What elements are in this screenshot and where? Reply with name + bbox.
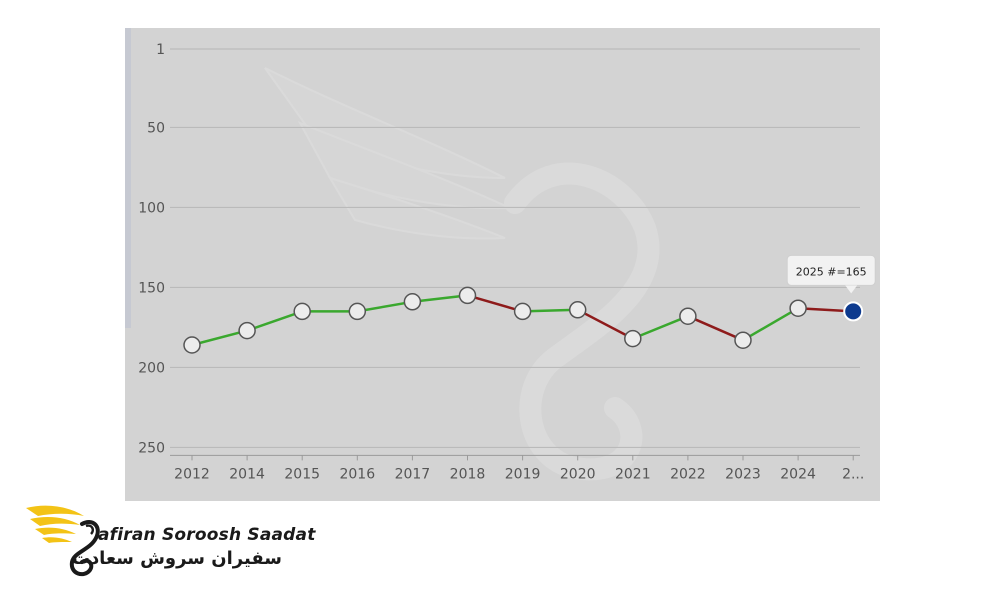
data-point — [293, 302, 311, 321]
highlighted-point — [843, 301, 864, 322]
watermark-logo-icon — [264, 67, 660, 481]
chart-panel: 1 50 100 150 200 250 2012 2014 2015 2016 2017 2018 2… — [125, 28, 880, 501]
series-segment — [466, 294, 524, 313]
x-tick-label: 2012 — [174, 466, 210, 482]
series-segment — [521, 308, 579, 313]
series-segment — [245, 310, 304, 332]
x-tick-label: 2022 — [670, 466, 706, 482]
x-tick-label: 2015 — [284, 466, 320, 482]
brand-name-english: afiran Soroosh Saadat — [98, 525, 316, 545]
x-tick-label: 2... — [842, 466, 864, 482]
y-tick-label: 150 — [138, 280, 165, 296]
data-point — [734, 331, 752, 349]
x-tick-label: 2018 — [450, 466, 486, 482]
x-tick-label: 2023 — [725, 466, 761, 482]
brand-name-persian: سفیران سروش سعادت — [71, 548, 282, 569]
x-tick-label: 2014 — [229, 466, 265, 482]
series-segment — [411, 294, 469, 304]
tooltip-pointer — [845, 285, 858, 294]
series-segment — [576, 308, 635, 340]
tooltip-text: 2025 #=165 — [796, 265, 867, 278]
series-segment — [631, 314, 690, 340]
x-tick-label: 2021 — [615, 466, 651, 482]
series-segment — [686, 314, 745, 342]
y-tick-label: 250 — [138, 440, 165, 456]
data-point — [238, 321, 256, 340]
x-tick-label: 2017 — [395, 466, 431, 482]
data-point — [624, 329, 642, 348]
data-point — [458, 286, 477, 305]
x-tick-label: 2019 — [505, 466, 541, 482]
y-tick-label: 200 — [138, 360, 165, 376]
x-tick-label: 2016 — [339, 466, 375, 482]
series-segment — [190, 329, 249, 347]
panel-edge — [125, 28, 131, 328]
data-point — [183, 336, 201, 354]
tooltip-box — [786, 254, 876, 286]
x-tick-label: 2024 — [780, 466, 816, 482]
brand-logo: afiran Soroosh Saadat سفیران سروش سعادت — [22, 494, 322, 584]
series-segment — [741, 306, 800, 342]
data-point — [568, 301, 587, 319]
series-segment — [356, 300, 414, 313]
data-point — [679, 307, 697, 325]
y-tick-label: 1 — [156, 42, 165, 58]
data-point — [789, 299, 807, 317]
y-tick-label: 50 — [147, 120, 165, 136]
swan-wing-logo-icon — [26, 505, 100, 577]
data-point — [348, 302, 367, 321]
x-tick-label: 2020 — [560, 466, 596, 482]
y-tick-label: 100 — [138, 200, 165, 216]
data-point — [513, 302, 532, 321]
data-point — [403, 293, 422, 311]
